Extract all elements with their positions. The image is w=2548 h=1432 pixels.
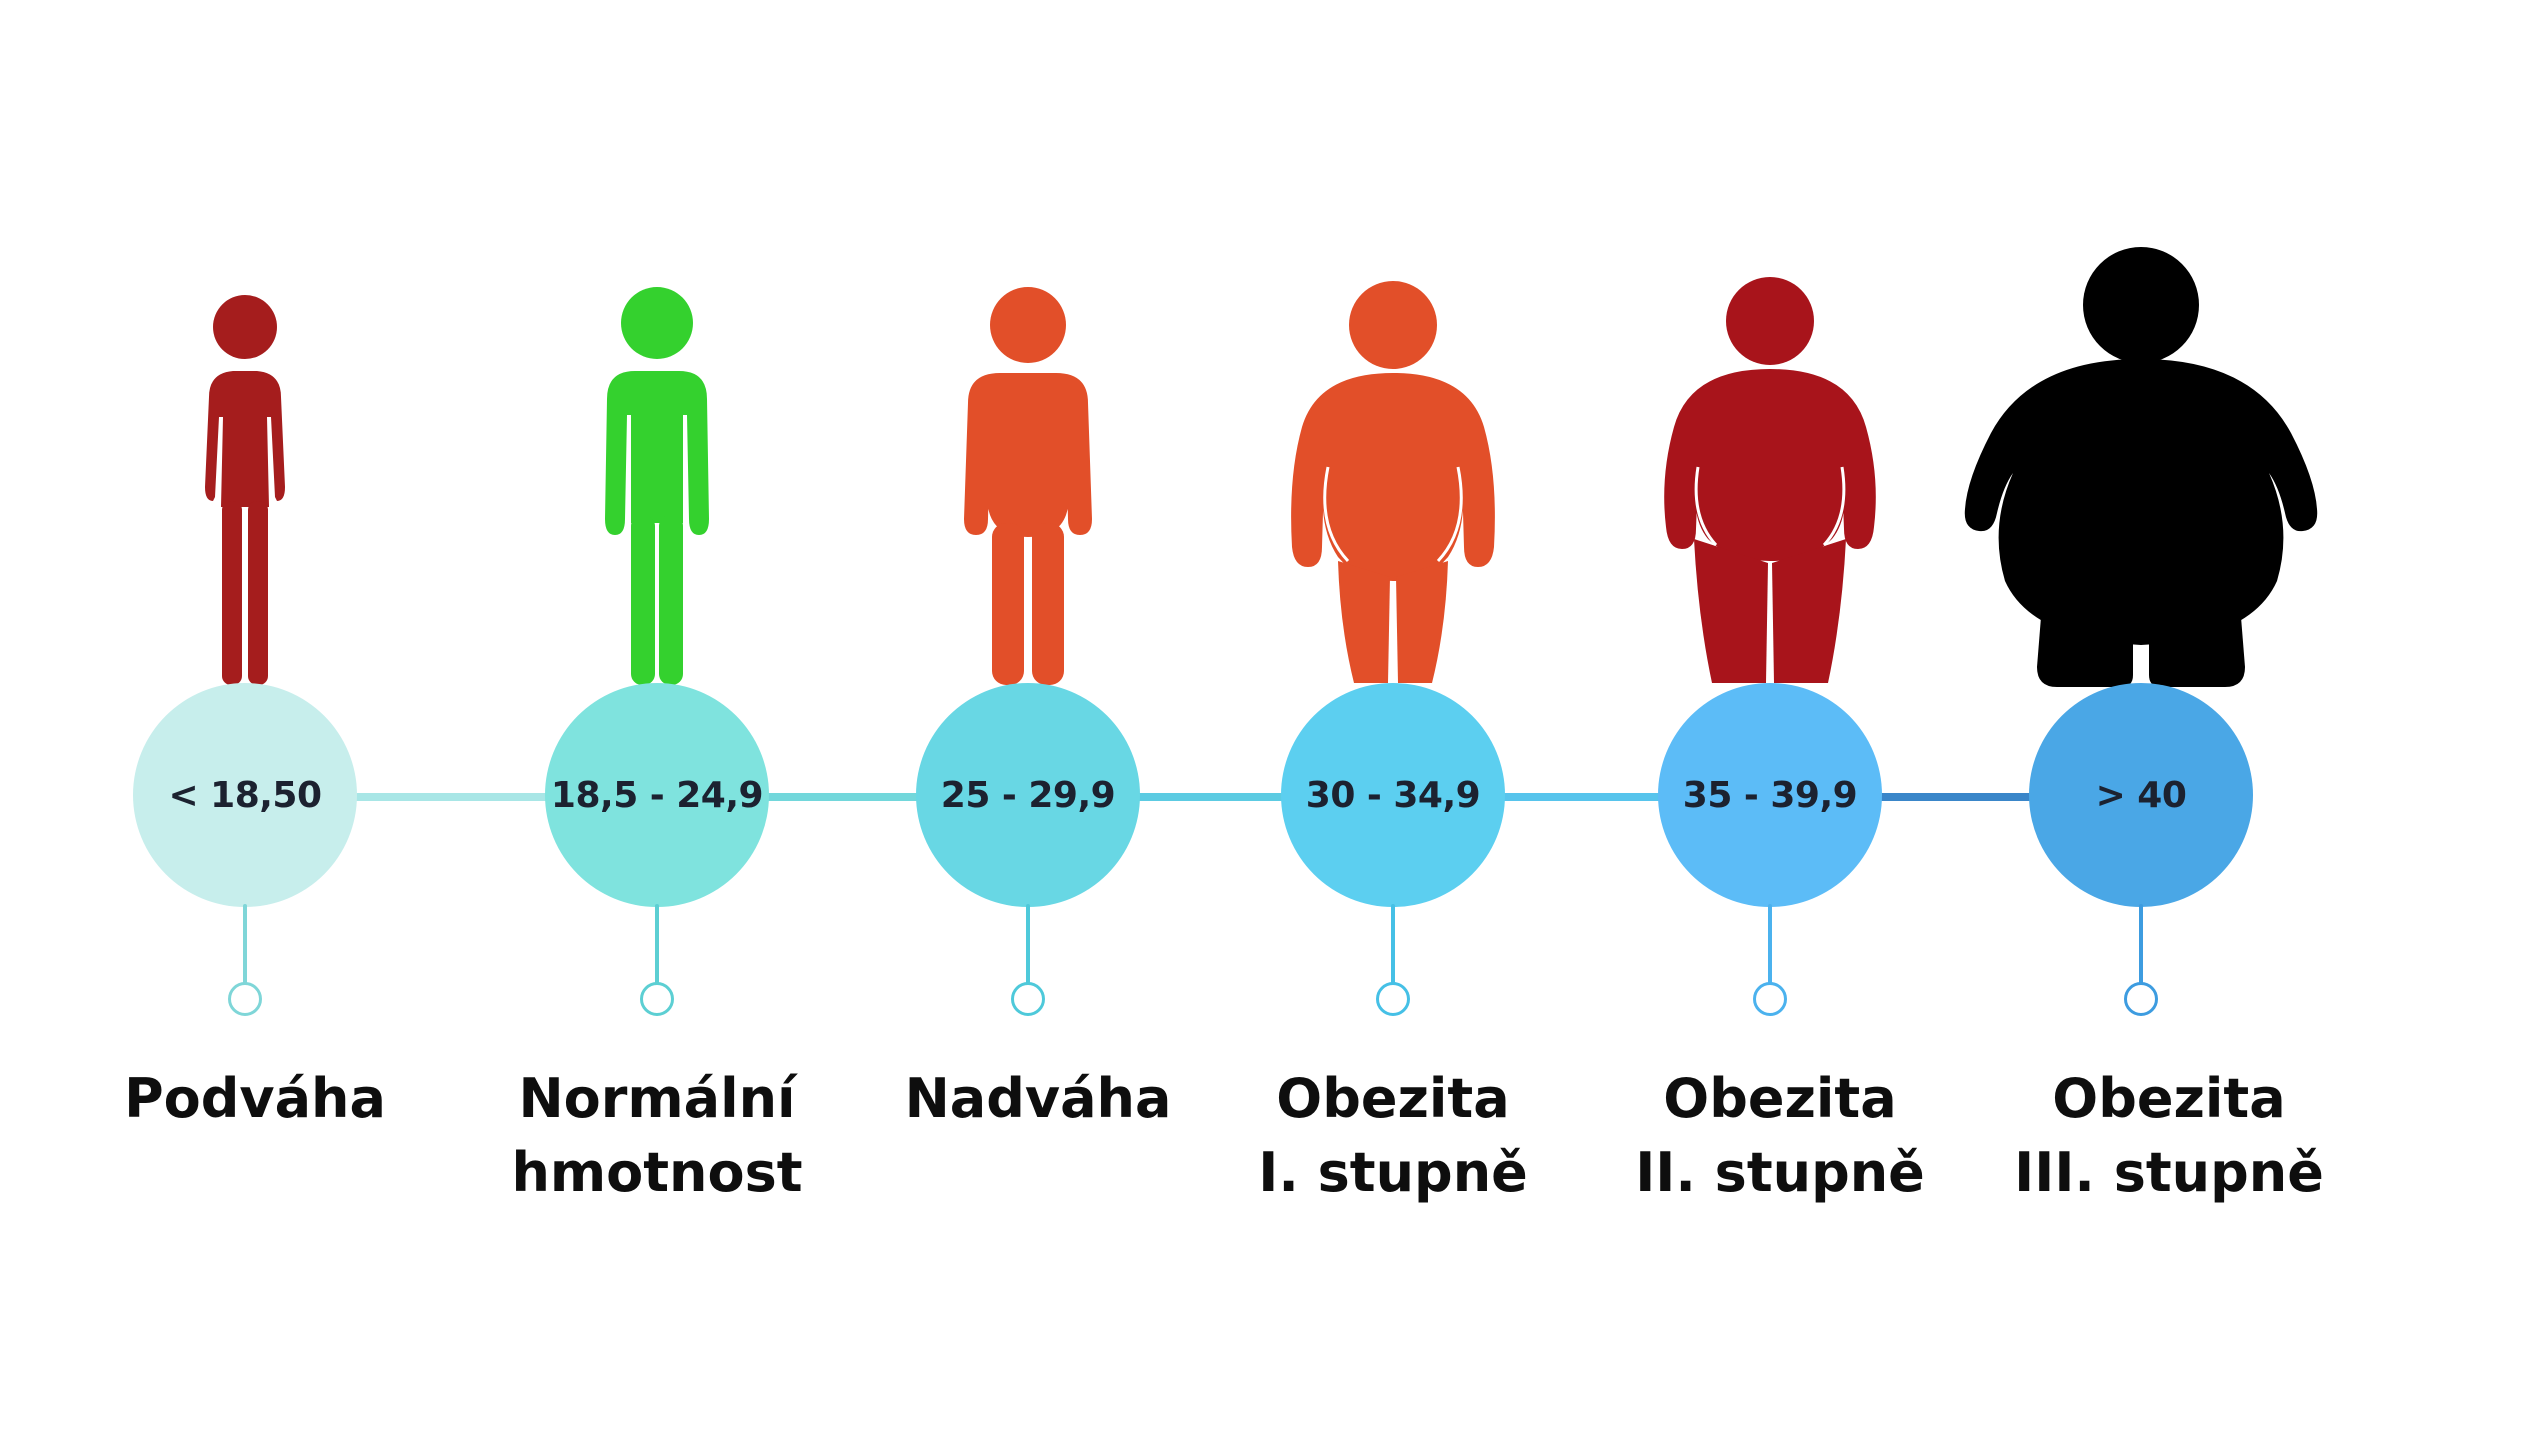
connector-2 [602,793,957,801]
bmi-category-underweight: < 18,50 Podváha [65,0,425,1432]
bmi-category-label-line: III. stupně [2014,1141,2324,1204]
bmi-category-label-line: Podváha [124,1067,386,1130]
timeline-marker [1753,982,1787,1016]
bmi-category-label: Obezita II. stupně [1560,1062,2000,1210]
bmi-category-obesity-1: 30 - 34,9 Obezita I. stupně [1213,0,1573,1432]
bmi-range-label: < 18,50 [168,774,322,816]
timeline-stem [1026,904,1030,984]
bmi-category-label-line: Normální [518,1067,796,1130]
bmi-range-label: > 40 [2095,774,2187,816]
bmi-range-label: 18,5 - 24,9 [550,774,764,816]
normal-person-icon [605,287,709,685]
bmi-range-circle: > 40 [2029,683,2253,907]
bmi-category-label: Podváha [35,1062,475,1136]
bmi-range-circle: < 18,50 [133,683,357,907]
obese-person-icon [1291,281,1495,683]
bmi-range-label: 25 - 29,9 [940,774,1116,816]
timeline-stem [243,904,247,984]
bmi-range-circle: 18,5 - 24,9 [545,683,769,907]
overweight-person-icon [964,287,1092,685]
obese-person-icon [1664,277,1876,683]
bmi-category-overweight: 25 - 29,9 Nadváha [848,0,1208,1432]
bmi-category-label: Obezita III. stupně [1949,1062,2389,1210]
bmi-category-label: Obezita I. stupně [1173,1062,1613,1210]
timeline-marker [2124,982,2158,1016]
bmi-category-obesity-3: > 40 Obezita III. stupně [1961,0,2324,1432]
morbidly-obese-person-icon [1964,247,2318,687]
bmi-category-label-line: hmotnost [511,1141,803,1204]
bmi-category-label-line: Obezita [1276,1067,1510,1130]
timeline-stem [2139,904,2143,984]
timeline-stem [1391,904,1395,984]
bmi-category-label: Normální hmotnost [437,1062,877,1210]
timeline-marker [1376,982,1410,1016]
bmi-range-label: 30 - 34,9 [1305,774,1481,816]
bmi-category-label-line: II. stupně [1635,1141,1925,1204]
bmi-category-label-line: I. stupně [1258,1141,1528,1204]
timeline-marker [1011,982,1045,1016]
timeline-marker [640,982,674,1016]
bmi-range-label: 35 - 39,9 [1682,774,1858,816]
bmi-range-circle: 35 - 39,9 [1658,683,1882,907]
bmi-category-normal: 18,5 - 24,9 Normální hmotnost [477,0,837,1432]
slim-person-icon [205,295,285,685]
bmi-range-circle: 30 - 34,9 [1281,683,1505,907]
bmi-category-label-line: Obezita [2052,1067,2286,1130]
bmi-category-obesity-2: 35 - 39,9 Obezita II. stupně [1590,0,1950,1432]
connector-1 [230,793,602,801]
bmi-category-label-line: Nadváha [904,1067,1172,1130]
timeline-stem [655,904,659,984]
bmi-category-label-line: Obezita [1663,1067,1897,1130]
bmi-range-circle: 25 - 29,9 [916,683,1140,907]
bmi-category-label: Nadváha [818,1062,1258,1136]
timeline-stem [1768,904,1772,984]
timeline-marker [228,982,262,1016]
